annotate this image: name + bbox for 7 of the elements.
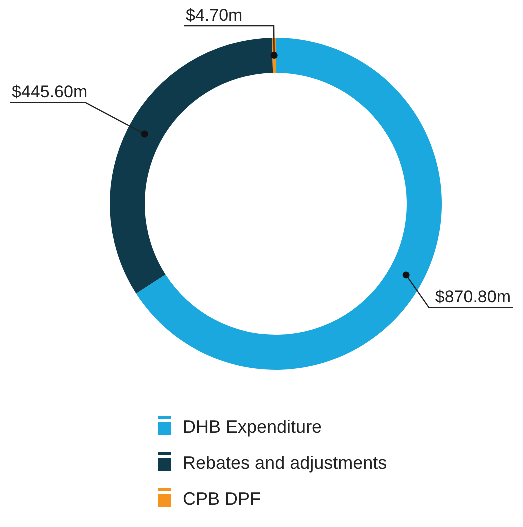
legend-label: DHB Expenditure: [183, 417, 322, 437]
data-label: $445.60m: [12, 82, 88, 102]
data-label: $870.80m: [435, 288, 511, 307]
legend-label: CPB DPF: [183, 489, 262, 509]
donut-slice: [110, 38, 274, 294]
data-label: $4.70m: [186, 6, 243, 26]
legend-label: Rebates and adjustments: [183, 453, 388, 473]
